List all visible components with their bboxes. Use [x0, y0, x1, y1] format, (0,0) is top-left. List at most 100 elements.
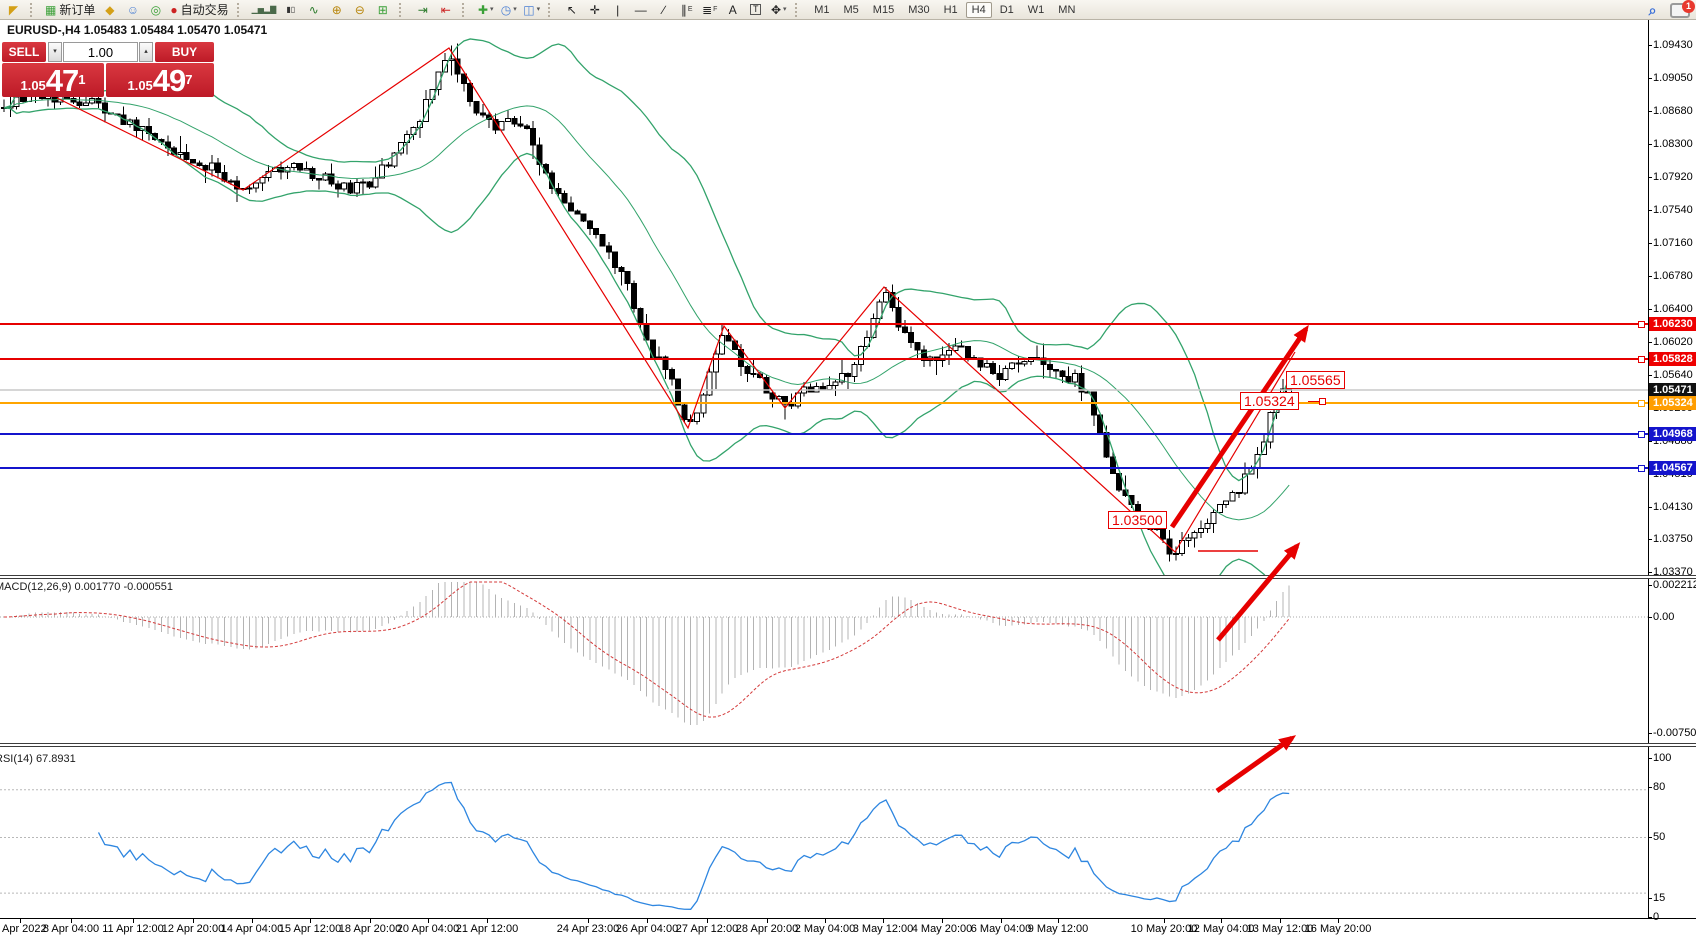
timeframe-m30-button[interactable]: M30 [908, 3, 930, 16]
chart-shift-button[interactable]: ⇤ [440, 2, 451, 17]
time-axis-tick [647, 919, 648, 923]
trendline-button[interactable]: ∕ [662, 2, 665, 17]
time-axis-label: 28 Apr 20:00 [735, 923, 799, 935]
autotrading-button[interactable]: ● 自动交易 [170, 2, 229, 17]
timeframe-mn-button[interactable]: MN [1058, 3, 1076, 16]
price-chart-pane[interactable]: EURUSD-,H4 1.05483 1.05484 1.05470 1.054… [0, 20, 1696, 575]
pane-separator[interactable] [0, 575, 1696, 579]
time-axis: Apr 2022 8 Apr 04:00 11 Apr 12:00 12 Apr 20… [0, 918, 1696, 938]
time-axis-label: 14 Apr 04:00 [220, 923, 284, 935]
timeframe-h1-button[interactable]: H1 [943, 3, 958, 16]
macd-indicator-pane[interactable]: MACD(12,26,9) 0.001770 -0.000551 [0, 579, 1696, 743]
timeframe-m1-button[interactable]: M1 [814, 3, 830, 16]
text-label-button[interactable]: T [745, 2, 766, 18]
clipped-toolbar-icon[interactable]: ◤ [8, 2, 19, 17]
time-axis-tick [71, 919, 72, 923]
timeframe-m15-button[interactable]: M15 [872, 3, 895, 16]
periods-button[interactable]: ◷ ▾ [500, 2, 517, 17]
zoom-in-button[interactable]: ⊕ [331, 2, 342, 17]
macd-label: MACD(12,26,9) 0.001770 -0.000551 [0, 581, 173, 593]
toolbar-grip [236, 2, 245, 17]
pane-separator[interactable] [0, 743, 1696, 747]
tile-windows-button[interactable]: ⊞ [377, 2, 388, 17]
macd-signal-value: -0.000551 [123, 581, 173, 593]
time-axis-tick [310, 919, 311, 923]
buy-price-display[interactable]: 1.05 49 7 [106, 63, 214, 97]
notification-badge: 1 [1682, 0, 1695, 13]
styles-button[interactable]: ◆ [105, 2, 115, 17]
vertical-line-button[interactable]: | [616, 2, 620, 17]
templates-button[interactable]: ◫ ▾ [523, 2, 541, 17]
toolbar-grip [795, 2, 803, 17]
buy-price-pips: 49 [152, 63, 186, 98]
time-axis-tick [1058, 919, 1059, 923]
time-axis-tick [1338, 919, 1339, 923]
sell-price-point: 1 [78, 72, 86, 87]
volume-input[interactable] [63, 42, 138, 62]
time-axis-label: 3 May 12:00 [852, 923, 914, 935]
equidistant-channel-button[interactable]: ∥ E [680, 2, 693, 17]
rsi-line [97, 781, 1290, 910]
time-axis-tick [1164, 919, 1165, 923]
rsi-indicator-pane[interactable]: RSI(14) 67.8931 [0, 747, 1696, 918]
arrows-button[interactable]: ✥ ▾ [770, 2, 787, 17]
sell-price-pips: 47 [45, 63, 79, 98]
time-axis-label: 15 Apr 12:00 [278, 923, 342, 935]
toolbar-grip [30, 2, 38, 17]
horizontal-line-button[interactable]: — [634, 2, 647, 17]
cursor-button[interactable]: ↖ [566, 2, 577, 17]
fibonacci-button[interactable]: ≣ F [702, 2, 718, 17]
main-toolbar: ◤ ▦ 新订单 ◆ ☺ ◎ ● 自动交易 ▁▅▂▇ ▮▯ ∿ ⊕ ⊖ ⊞ ⇥ ⇤ ✚ ▾ ◷ ▾ ◫ ▾ ↖ ✛ | — ∕ ∥ E ≣ F… [0, 0, 1696, 20]
sell-price-prefix: 1.05 [20, 78, 46, 93]
timeframe-h4-button[interactable]: H4 [965, 1, 992, 18]
time-axis-tick [707, 919, 708, 923]
new-order-button[interactable]: ▦ 新订单 [45, 2, 96, 17]
horizontal-level-lines [0, 323, 1648, 469]
time-axis-tick [1001, 919, 1002, 923]
macd-main-value: 0.001770 [74, 581, 121, 593]
rsi-current-value: 67.8931 [35, 753, 76, 765]
time-axis-label: 21 Apr 12:00 [455, 923, 519, 935]
volume-increase-button[interactable]: ▴ [139, 42, 153, 62]
time-axis-label: 13 May 12:00 [1246, 923, 1314, 935]
volume-decrease-button[interactable]: ▾ [48, 42, 62, 62]
sell-price-display[interactable]: 1.05 47 1 [2, 63, 104, 97]
rsi-name: RSI(14) [0, 753, 33, 765]
indicators-button[interactable]: ✚ ▾ [477, 2, 494, 17]
time-axis-tick [883, 919, 884, 923]
candlestick-chart-button[interactable]: ▮▯ [286, 4, 296, 14]
zoom-out-button[interactable]: ⊖ [354, 2, 365, 17]
time-axis-label: 16 May 20:00 [1304, 923, 1372, 935]
timeframe-w1-button[interactable]: W1 [1027, 3, 1045, 16]
macd-histogram [9, 582, 1290, 726]
macd-chart[interactable] [0, 579, 1648, 743]
time-axis-label: 11 Apr 12:00 [102, 923, 164, 935]
rsi-chart[interactable] [0, 747, 1648, 918]
time-axis-tick [1280, 919, 1281, 923]
timeframe-m5-button[interactable]: M5 [843, 3, 859, 16]
bar-chart-button[interactable]: ▁▅▂▇ [251, 4, 277, 14]
time-axis-label: 12 Apr 20:00 [161, 923, 225, 935]
line-chart-button[interactable]: ∿ [308, 2, 319, 17]
sell-button[interactable]: SELL [2, 42, 46, 62]
time-axis-label: 10 May 20:00 [1130, 923, 1198, 935]
notifications-icon[interactable]: 1 [1670, 0, 1695, 18]
candlestick-chart[interactable] [0, 20, 1648, 575]
signals-button[interactable]: ◎ [150, 2, 162, 17]
time-axis-tick [370, 919, 371, 923]
time-axis-tick [588, 919, 589, 923]
timeframe-d1-button[interactable]: D1 [999, 3, 1014, 16]
bollinger-bands [3, 38, 1290, 575]
buy-button[interactable]: BUY [155, 42, 214, 62]
search-icon[interactable]: ⌕ [1648, 2, 1657, 18]
timeframe-toolbar: M1 M5 M15 M30 H1 H4 D1 W1 MN [807, 0, 1082, 20]
market-profile-button[interactable]: ☺ [126, 2, 139, 17]
time-axis-label: 6 May 04:00 [970, 923, 1032, 935]
text-button[interactable]: A [728, 2, 737, 17]
auto-scroll-button[interactable]: ⇥ [417, 2, 428, 17]
time-axis-label: 8 Apr 04:00 [42, 923, 100, 935]
time-axis-tick [252, 919, 253, 923]
crosshair-button[interactable]: ✛ [589, 2, 600, 17]
toolbar-right: ⌕ 1 [1641, 0, 1695, 20]
